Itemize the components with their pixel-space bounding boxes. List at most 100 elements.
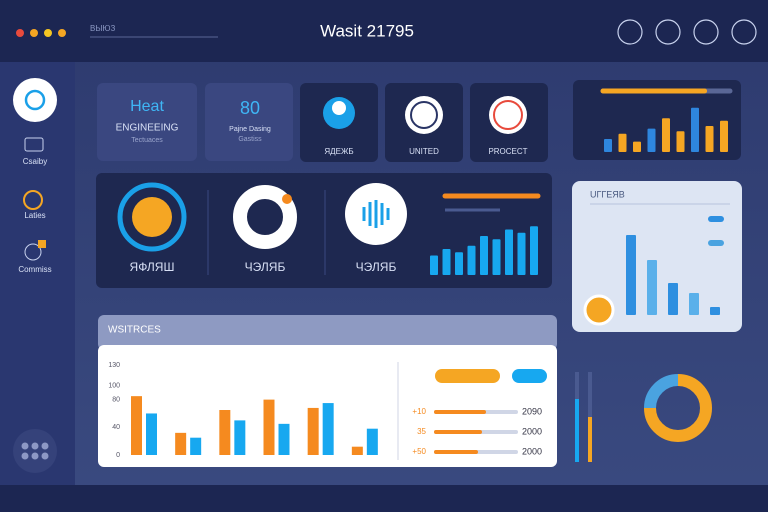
stat-subtitle: ENGINEEING: [116, 123, 179, 134]
bar: [710, 307, 720, 315]
bar: [691, 107, 699, 152]
row-label: +50: [412, 447, 426, 456]
bar: [322, 403, 334, 455]
power-icon: [24, 89, 46, 111]
bar: [530, 226, 538, 275]
donut-marker: [282, 194, 292, 204]
stat-card: [205, 83, 293, 161]
panel-title: WSITRCES: [108, 325, 161, 336]
nav-icon: [23, 190, 43, 210]
icon-button[interactable]: [693, 19, 719, 45]
bar: [517, 232, 526, 275]
chart-card: [572, 181, 742, 332]
gauge-label: ЧЭЛЯБ: [245, 260, 286, 274]
badge: [583, 294, 615, 326]
bar: [647, 128, 656, 152]
bar: [430, 255, 438, 275]
gauge: [117, 182, 187, 252]
stat-caption: Tectuaces: [131, 137, 163, 144]
card-label: PROCECT: [488, 147, 527, 156]
bar: [234, 420, 246, 455]
bar: [705, 126, 714, 152]
ring-segment: [644, 374, 712, 442]
app-title: Wasit 21795: [320, 21, 414, 40]
row-value: 2000: [522, 446, 542, 456]
y-tick-label: 100: [108, 383, 120, 390]
bar: [278, 423, 290, 455]
nav-item[interactable]: Csaiby: [23, 157, 47, 166]
bar: [676, 131, 685, 152]
legend-chip: [708, 216, 724, 222]
power-button[interactable]: [13, 78, 57, 122]
row-value: 2000: [522, 426, 542, 436]
bar: [668, 283, 678, 315]
search-label[interactable]: ВЫЮЗ: [90, 24, 116, 33]
nav-item[interactable]: Laties: [24, 211, 45, 220]
bar: [190, 437, 202, 455]
card-label: UNITED: [409, 147, 439, 156]
bar: [219, 410, 231, 455]
pill: [435, 369, 500, 383]
stat-subtitle: Pajne Dasing: [229, 126, 271, 133]
icon-button[interactable]: [655, 19, 681, 45]
bar: [480, 236, 488, 275]
card-icon: [410, 101, 438, 129]
card-title: UГГЕЯВ: [590, 189, 625, 199]
donut: [233, 185, 297, 249]
bar: [263, 399, 275, 455]
dot: [44, 29, 52, 37]
stat-card: [97, 83, 197, 161]
row-label: 35: [417, 427, 426, 436]
bottom-bar: [0, 485, 768, 512]
top-bar: [0, 0, 768, 62]
bar: [720, 120, 728, 152]
legend-chip: [708, 240, 724, 246]
card-icon: [332, 101, 346, 115]
pill: [512, 369, 547, 383]
bar: [455, 252, 463, 275]
icon-button[interactable]: [731, 19, 757, 45]
sidebar: [0, 62, 75, 485]
bar: [492, 239, 501, 275]
nav-item[interactable]: Commiss: [18, 265, 51, 274]
row-value: 2090: [522, 406, 542, 416]
nav-icon: [24, 243, 42, 261]
bar: [505, 229, 513, 275]
stat-title: 80: [240, 98, 260, 118]
card-icon: [493, 100, 523, 130]
gauge-label: ЧЭЛЯБ: [356, 260, 397, 274]
bar: [647, 260, 657, 315]
y-tick-label: 40: [112, 424, 120, 431]
stat-title: Heat: [130, 98, 164, 115]
bar: [689, 293, 699, 315]
ring-segment: [644, 374, 679, 409]
bar: [626, 235, 636, 315]
stat-caption: Gastiss: [238, 136, 262, 143]
nav-icon: [24, 137, 44, 152]
bar: [662, 118, 670, 152]
bar: [351, 446, 363, 455]
menu-button[interactable]: [13, 429, 57, 473]
dot: [30, 29, 38, 37]
nav-badge: [38, 240, 46, 248]
bar: [467, 245, 476, 275]
bar: [307, 407, 319, 455]
y-tick-label: 130: [108, 362, 120, 369]
panel-header: [98, 315, 557, 350]
bar: [131, 396, 142, 455]
icon-button[interactable]: [617, 19, 643, 45]
card-label: ЯДЕЖБ: [324, 147, 353, 156]
bar: [175, 432, 187, 455]
gauge-center: [132, 197, 172, 237]
bar: [146, 413, 157, 455]
y-tick-label: 0: [116, 452, 120, 459]
bar: [604, 139, 612, 152]
bar: [633, 141, 641, 152]
bar: [442, 249, 451, 275]
gauge-label: ЯФЛЯШ: [130, 260, 175, 274]
y-tick-label: 80: [112, 396, 120, 403]
dot: [16, 29, 24, 37]
row-label: +10: [412, 407, 426, 416]
